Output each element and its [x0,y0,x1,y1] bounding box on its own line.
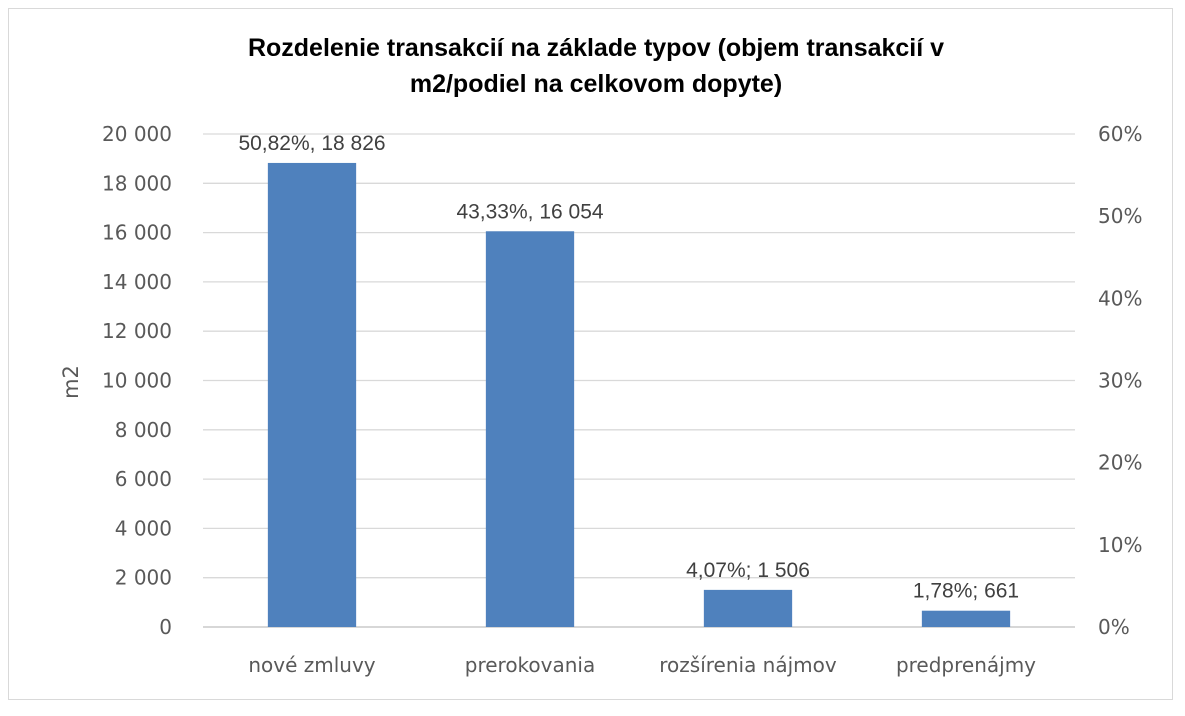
y-tick-label: 0 [159,615,172,639]
y2-tick-label: 60% [1098,122,1142,146]
x-tick-label: predprenájmy [896,653,1036,677]
bar [485,231,575,627]
data-label: 50,82%, 18 826 [238,132,385,155]
data-label: 43,33%, 16 054 [456,200,603,223]
y-axis-ticks: 0 2 000 4 000 6 000 8 000 10 000 12 000 14 000 1… [102,122,172,639]
chart-title-line-1: Rozdelenie transakcií na základe typov (… [248,34,944,62]
y2-tick-label: 20% [1098,451,1142,475]
y-tick-label: 14 000 [102,270,172,294]
y-tick-label: 10 000 [102,369,172,393]
y-tick-label: 12 000 [102,319,172,343]
y-tick-label: 16 000 [102,221,172,245]
data-labels: 50,82%, 18 826 43,33%, 16 054 4,07%; 1 506… [238,132,1019,603]
y2-tick-label: 0% [1098,615,1130,639]
bars [267,162,1011,628]
data-label: 4,07%; 1 506 [686,559,810,582]
data-label: 1,78%; 661 [913,580,1019,603]
y-tick-label: 20 000 [102,122,172,146]
y-tick-label: 4 000 [115,516,172,540]
x-tick-label: nové zmluvy [248,653,375,677]
y-tick-label: 18 000 [102,171,172,195]
bar [703,589,793,627]
chart-frame [8,8,1173,700]
y2-tick-label: 30% [1098,369,1142,393]
chart-title-line-2: m2/podiel na celkovom dopyte) [410,70,782,98]
x-tick-label: rozšírenia nájmov [659,653,837,677]
y-tick-label: 2 000 [115,566,172,590]
bar [267,162,357,628]
secondary-y-axis-ticks: 0% 10% 20% 30% 40% 50% 60% [1098,122,1142,639]
bar [921,610,1011,627]
y-axis-title: m2 [59,365,83,399]
y-tick-label: 8 000 [115,418,172,442]
y-tick-label: 6 000 [115,467,172,491]
x-axis-ticks: nové zmluvy prerokovania rozšírenia nájmov… [248,653,1036,677]
y2-tick-label: 40% [1098,286,1142,310]
x-tick-label: prerokovania [465,653,596,677]
y2-tick-label: 50% [1098,204,1142,228]
y2-tick-label: 10% [1098,533,1142,557]
